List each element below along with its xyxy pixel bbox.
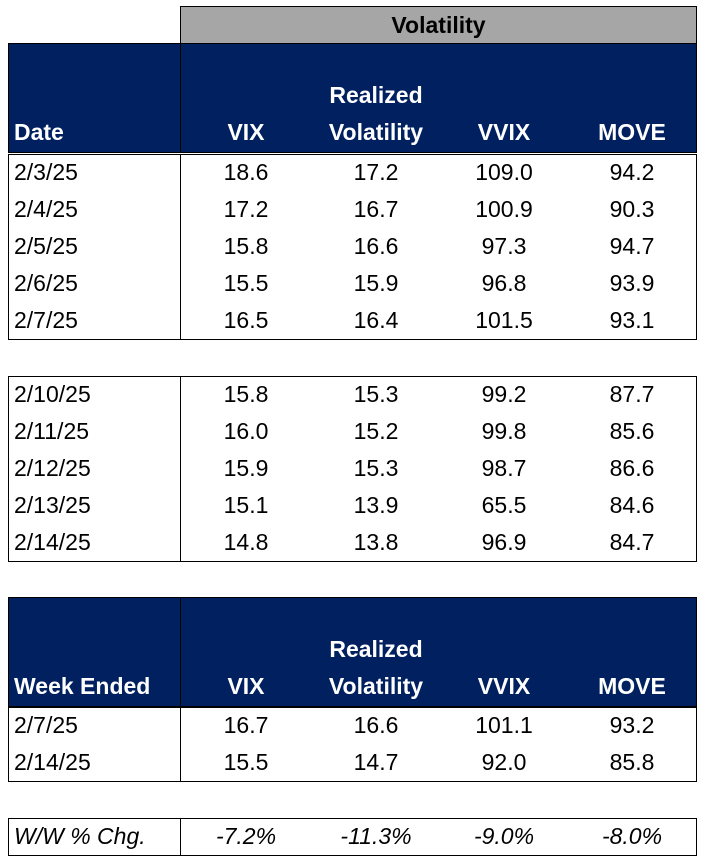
value-cell: 93.1 [609,307,655,333]
value-cell: 14.7 [353,749,399,775]
column-divider [180,818,181,856]
value-cell: 92.0 [481,749,527,775]
label-cell: 2/12/25 [14,455,91,481]
value-cell: 14.8 [223,529,269,555]
value-cell: 15.5 [223,270,269,296]
value-cell: 101.1 [475,712,533,738]
value-cell: 84.7 [609,529,655,555]
header-band [8,597,697,707]
value-cell: 90.3 [609,196,655,222]
table-block [8,154,697,340]
value-cell: 16.7 [223,712,269,738]
value-cell: 17.2 [353,159,399,185]
column-header: VIX [227,673,265,699]
value-cell: 16.0 [223,418,269,444]
column-divider [180,154,181,340]
value-cell: 93.9 [609,270,655,296]
value-cell: 13.9 [353,492,399,518]
label-cell: 2/7/25 [14,712,78,738]
value-cell: 84.6 [609,492,655,518]
value-cell: 16.6 [353,712,399,738]
value-cell: 16.4 [353,307,399,333]
title: Volatility [391,11,486,38]
header-divider [180,597,181,707]
label-cell: 2/14/25 [14,749,91,775]
value-cell: -8.0% [601,823,663,849]
column-header: VIX [227,119,265,145]
label-cell: W/W % Chg. [14,823,146,849]
value-cell: 100.9 [475,196,533,222]
value-cell: 16.5 [223,307,269,333]
value-cell: -9.0% [473,823,535,849]
value-cell: 15.9 [353,270,399,296]
value-cell: 86.6 [609,455,655,481]
label-cell: 2/14/25 [14,529,91,555]
column-header: MOVE [598,673,666,699]
value-cell: 15.3 [353,381,399,407]
value-cell: 17.2 [223,196,269,222]
value-cell: 85.6 [609,418,655,444]
label-cell: 2/13/25 [14,492,91,518]
value-cell: 16.6 [353,233,399,259]
column-header: Date [14,119,64,145]
header-band [8,43,697,153]
column-divider [180,707,181,782]
value-cell: 18.6 [223,159,269,185]
value-cell: 15.8 [223,381,269,407]
column-header: MOVE [598,119,666,145]
value-cell: 99.2 [481,381,527,407]
value-cell: 93.2 [609,712,655,738]
value-cell: 15.5 [223,749,269,775]
value-cell: 96.9 [481,529,527,555]
value-cell: 98.7 [481,455,527,481]
value-cell: 85.8 [609,749,655,775]
value-cell: -7.2% [215,823,277,849]
value-cell: 15.3 [353,455,399,481]
value-cell: 15.8 [223,233,269,259]
value-cell: 101.5 [475,307,533,333]
value-cell: 97.3 [481,233,527,259]
value-cell: 15.1 [223,492,269,518]
value-cell: 99.8 [481,418,527,444]
value-cell: 94.2 [609,159,655,185]
column-header: VVIX [477,119,531,145]
label-cell: 2/3/25 [14,159,78,185]
value-cell: 15.2 [353,418,399,444]
value-cell: 65.5 [481,492,527,518]
column-header: VVIX [477,673,531,699]
value-cell: 109.0 [475,159,533,185]
table-block [8,376,697,562]
label-cell: 2/5/25 [14,233,78,259]
value-cell: 15.9 [223,455,269,481]
value-cell: 94.7 [609,233,655,259]
column-header: Realized Volatility [328,636,424,699]
table-block [8,707,697,782]
value-cell: 87.7 [609,381,655,407]
label-cell: 2/11/25 [14,418,90,444]
table-block [8,818,697,856]
value-cell: 13.8 [353,529,399,555]
label-cell: 2/6/25 [14,270,78,296]
column-divider [180,376,181,562]
column-header: Week Ended [14,673,151,699]
column-header: Realized Volatility [328,82,424,145]
value-cell: -11.3% [340,823,412,849]
header-divider [180,43,181,153]
label-cell: 2/4/25 [14,196,78,222]
label-cell: 2/10/25 [14,381,91,407]
label-cell: 2/7/25 [14,307,78,333]
value-cell: 96.8 [481,270,527,296]
value-cell: 16.7 [353,196,399,222]
title-bar: Volatility [180,6,697,44]
